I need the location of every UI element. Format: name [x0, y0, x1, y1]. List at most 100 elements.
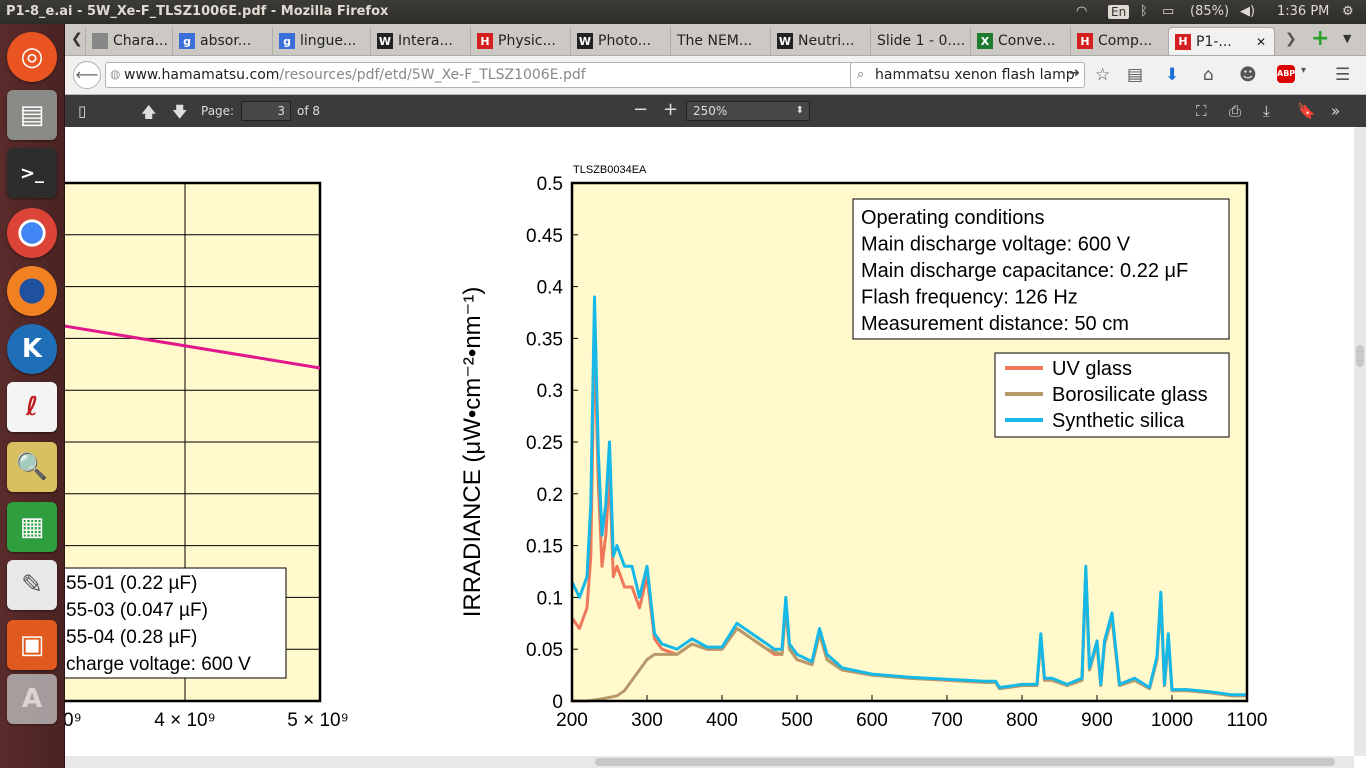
- tab-4[interactable]: W Intera...: [370, 27, 469, 55]
- tab-3[interactable]: g lingue...: [272, 27, 369, 55]
- download-icon[interactable]: ⤓: [1263, 102, 1270, 120]
- keyboard-layout-indicator[interactable]: En: [1108, 5, 1130, 19]
- volume-icon[interactable]: ◀): [1240, 4, 1256, 19]
- tab-label: Physic...: [498, 33, 556, 49]
- tab-list-chevron-down-icon[interactable]: ▼: [1343, 32, 1352, 45]
- tab-10[interactable]: X Conve...: [970, 27, 1069, 55]
- y-tick-label: 0.4: [537, 278, 564, 299]
- y-tick-label: 0.1: [537, 588, 563, 609]
- vertical-scrollbar[interactable]: [1354, 127, 1366, 756]
- back-arrow-icon[interactable]: ⟵: [73, 61, 101, 89]
- tab-12[interactable]: H P1-... ✕: [1168, 27, 1275, 55]
- bookmark-star-icon[interactable]: ☆: [1095, 65, 1111, 85]
- search-icon: ⌕: [857, 67, 865, 82]
- tab-label: Comp...: [1098, 33, 1153, 49]
- tab-label: Slide 1 - 0....: [877, 33, 966, 49]
- reading-list-icon[interactable]: ▤: [1127, 65, 1144, 85]
- zoom-out-button[interactable]: −: [633, 99, 649, 120]
- horizontal-scroll-thumb[interactable]: [595, 758, 1335, 766]
- tab-2[interactable]: g absor...: [172, 27, 271, 55]
- sidebar-toggle-icon[interactable]: ▯: [78, 102, 87, 120]
- battery-icon[interactable]: ▭: [1162, 4, 1175, 19]
- tab-scroll-left-icon[interactable]: ❮: [71, 31, 83, 47]
- tab-label: The NEM...: [677, 33, 753, 49]
- file-manager-icon[interactable]: ▤: [7, 90, 57, 140]
- tools-double-chevron-icon[interactable]: »: [1331, 102, 1341, 120]
- adblock-menu-chevron-down-icon[interactable]: ▾: [1301, 65, 1307, 76]
- chat-smiley-icon[interactable]: ☻: [1239, 65, 1257, 85]
- search-go-arrow-icon[interactable]: ➜: [1069, 66, 1080, 81]
- system-top-panel: P1-8_e.ai - 5W_Xe-F_TLSZ1006E.pdf - Mozi…: [0, 0, 1366, 24]
- adblock-plus-icon[interactable]: ABP: [1277, 65, 1295, 83]
- y-tick-label: 0.05: [526, 640, 563, 661]
- bookmark-icon[interactable]: 🔖: [1297, 102, 1316, 120]
- left-xtick-3: 5 × 10⁹: [287, 710, 349, 731]
- close-tab-icon[interactable]: ✕: [1255, 34, 1266, 49]
- presentation-icon[interactable]: ▣: [7, 620, 57, 670]
- firefox-icon[interactable]: [7, 266, 57, 316]
- gear-icon[interactable]: ⚙: [1342, 4, 1354, 19]
- ubuntu-logo-icon[interactable]: ◎: [7, 32, 57, 82]
- tab-1[interactable]: Chara...: [85, 27, 171, 55]
- y-tick-label: 0.5: [537, 174, 563, 195]
- condition-line-3: Main discharge capacitance: 0.22 μF: [861, 260, 1188, 282]
- x-tick-label: 800: [1006, 710, 1038, 731]
- zoom-in-button[interactable]: +: [663, 99, 679, 120]
- irradiance-chart: TLSZB0034EA 0 0.05 0.1 0.15 0.2 0.25 0.3 0.35 0.…: [459, 164, 1267, 731]
- tab-label: lingue...: [300, 33, 357, 49]
- legend-label-3: Synthetic silica: [1052, 410, 1185, 432]
- tab-5[interactable]: H Physic...: [470, 27, 569, 55]
- spreadsheet-icon[interactable]: ▦: [7, 502, 57, 552]
- image-viewer-icon[interactable]: 🔍: [7, 442, 57, 492]
- hamamatsu-icon: H: [1175, 33, 1191, 50]
- url-host: www.hamamatsu.com: [124, 67, 280, 83]
- left-chart-legend-box: [65, 567, 287, 679]
- tab-8[interactable]: W Neutri...: [770, 27, 869, 55]
- tab-7[interactable]: The NEM...: [670, 27, 769, 55]
- x-tick-label: 400: [706, 710, 738, 731]
- home-icon[interactable]: ⌂: [1203, 65, 1214, 85]
- search-input[interactable]: ⌕ hammatsu xenon flash lamp ➜: [850, 62, 1085, 88]
- navigation-toolbar: ⟵ ◍ www.hamamatsu.com/resources/pdf/etd/…: [65, 56, 1366, 95]
- horizontal-scrollbar[interactable]: [65, 756, 1354, 768]
- bluetooth-icon[interactable]: ᛒ: [1140, 4, 1148, 19]
- tab-scroll-right-icon[interactable]: ❯: [1285, 31, 1297, 47]
- tab-11[interactable]: H Comp...: [1070, 27, 1167, 55]
- google-icon: g: [279, 33, 295, 49]
- text-editor-icon[interactable]: ✎: [7, 560, 57, 610]
- tab-9[interactable]: Slide 1 - 0....: [870, 27, 969, 55]
- tab-6[interactable]: W Photo...: [570, 27, 669, 55]
- next-page-arrow-icon[interactable]: 🡇: [172, 103, 188, 121]
- left-legend-item-3: 55-04 (0.28 µF): [66, 627, 197, 648]
- downloads-arrow-icon[interactable]: ⬇: [1165, 65, 1180, 85]
- hamburger-menu-icon[interactable]: ☰: [1335, 65, 1351, 85]
- previous-page-arrow-icon[interactable]: 🡅: [141, 103, 157, 121]
- url-bar[interactable]: ◍ www.hamamatsu.com/resources/pdf/etd/5W…: [105, 62, 907, 88]
- pdf-reader-icon[interactable]: ℓ: [7, 382, 57, 432]
- terminal-icon[interactable]: >_: [7, 148, 57, 198]
- pdf-page-canvas: 55-01 (0.22 µF) 55-03 (0.047 µF) 55-04 (…: [65, 164, 1267, 731]
- x-tick-label: 1100: [1227, 710, 1268, 731]
- zoom-select[interactable]: 250% ⬍: [686, 101, 810, 121]
- zoom-chevron-icon: ⬍: [795, 105, 804, 116]
- x-tick-label: 300: [631, 710, 663, 731]
- y-tick-label: 0.25: [526, 433, 563, 454]
- chrome-icon[interactable]: [7, 208, 57, 258]
- left-chart: 55-01 (0.22 µF) 55-03 (0.047 µF) 55-04 (…: [65, 181, 349, 731]
- google-icon: g: [179, 33, 195, 49]
- print-icon[interactable]: ⎙: [1229, 102, 1242, 120]
- wifi-icon[interactable]: ◠: [1076, 4, 1088, 19]
- tab-label: Neutri...: [798, 33, 855, 49]
- page-number-input[interactable]: 3: [241, 101, 291, 121]
- left-chart-series-line: [65, 324, 321, 370]
- wikipedia-icon: W: [377, 33, 393, 49]
- wikipedia-icon: W: [777, 33, 793, 49]
- new-tab-icon[interactable]: +: [1311, 26, 1330, 51]
- clock[interactable]: 1:36 PM: [1277, 4, 1330, 19]
- vertical-scroll-thumb[interactable]: [1356, 345, 1364, 367]
- kile-icon[interactable]: K: [7, 324, 57, 374]
- presentation-mode-icon[interactable]: ⛶: [1196, 102, 1207, 120]
- x-tick-label: 900: [1081, 710, 1113, 731]
- pdf-page-view: 55-01 (0.22 µF) 55-03 (0.047 µF) 55-04 (…: [65, 127, 1354, 756]
- software-center-icon[interactable]: A: [7, 674, 57, 724]
